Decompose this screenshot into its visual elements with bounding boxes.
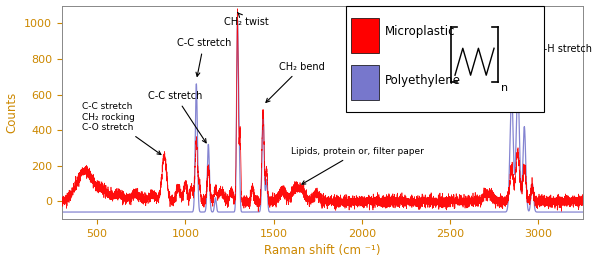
FancyBboxPatch shape <box>351 65 379 99</box>
Text: C-C stretch: C-C stretch <box>176 38 231 76</box>
Text: n: n <box>501 83 508 93</box>
Text: Lipids, protein or, filter paper: Lipids, protein or, filter paper <box>291 147 424 184</box>
Y-axis label: Counts: Counts <box>5 92 19 133</box>
FancyBboxPatch shape <box>351 18 379 53</box>
X-axis label: Raman shift (cm ⁻¹): Raman shift (cm ⁻¹) <box>264 244 380 257</box>
FancyBboxPatch shape <box>346 6 544 112</box>
Text: CH₂ bend: CH₂ bend <box>266 62 324 102</box>
Text: C-C stretch: C-C stretch <box>148 91 206 143</box>
Text: C-H stretch: C-H stretch <box>522 39 592 54</box>
Text: Microplastic: Microplastic <box>385 25 455 38</box>
Text: CH₂ twist: CH₂ twist <box>224 12 269 27</box>
Text: Polyethylene: Polyethylene <box>385 74 461 87</box>
Text: C-C stretch
CH₂ rocking
C-O stretch: C-C stretch CH₂ rocking C-O stretch <box>82 102 161 155</box>
